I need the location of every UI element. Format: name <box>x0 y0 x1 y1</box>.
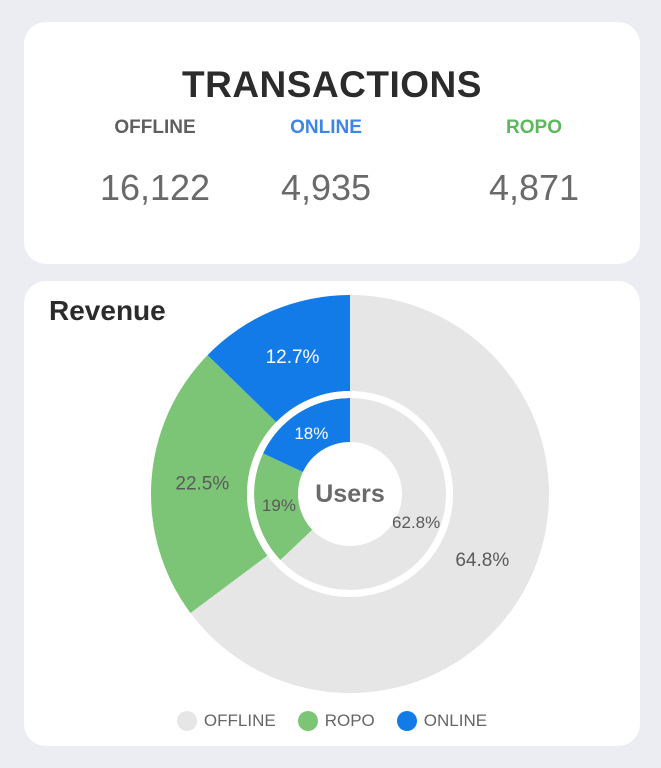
nested-donut-chart: 64.8% 22.5% 12.7% 62.8% 19% 18% Users <box>151 295 550 693</box>
online-value: 4,935 <box>280 167 372 208</box>
inner-ring-border <box>247 391 453 597</box>
legend-item-ropo[interactable]: ROPO <box>297 711 375 731</box>
online-stat: ONLINE 4,935 <box>226 117 426 209</box>
outer-slice-offline[interactable] <box>190 295 550 693</box>
revenue-title: Revenue <box>49 295 166 326</box>
offline-stat: OFFLINE 16,122 <box>55 117 255 209</box>
legend-label-offline: OFFLINE <box>203 711 276 730</box>
legend-label-online: ONLINE <box>423 711 488 730</box>
offline-value: 16,122 <box>99 167 211 208</box>
inner-slice-online[interactable] <box>263 398 350 472</box>
outer-label-ropo: 22.5% <box>175 474 229 495</box>
inner-label-online: 18% <box>294 424 328 443</box>
inner-slice-ropo[interactable] <box>254 453 313 561</box>
outer-label-offline: 64.8% <box>455 550 509 571</box>
ropo-label: ROPO <box>506 117 562 138</box>
revenue-card: Revenue 64.8% 22.5% 12.7% 62.8% 19% 18% Users … <box>24 281 640 746</box>
legend-label-ropo: ROPO <box>324 711 375 730</box>
inner-label-offline: 62.8% <box>392 513 440 532</box>
ropo-stat: ROPO 4,871 <box>434 117 634 209</box>
legend-item-offline[interactable]: OFFLINE <box>176 711 276 731</box>
online-label: ONLINE <box>290 117 362 138</box>
ropo-value: 4,871 <box>488 167 580 208</box>
chart-legend: OFFLINE ROPO ONLINE <box>24 711 640 731</box>
legend-swatch-ropo <box>297 711 318 731</box>
outer-label-online: 12.7% <box>266 347 320 368</box>
transactions-card: TRANSACTIONS OFFLINE 16,122 ONLINE 4,935… <box>24 22 640 264</box>
legend-swatch-offline <box>176 711 197 731</box>
inner-slice-offline[interactable] <box>280 398 446 590</box>
legend-swatch-online <box>396 711 417 731</box>
legend-item-online[interactable]: ONLINE <box>396 711 488 731</box>
transactions-title: TRANSACTIONS <box>182 64 482 105</box>
outer-slice-online[interactable] <box>207 295 350 423</box>
inner-label-ropo: 19% <box>262 496 296 515</box>
outer-slice-ropo[interactable] <box>151 355 277 613</box>
center-label: Users <box>315 480 385 508</box>
offline-label: OFFLINE <box>114 117 196 138</box>
